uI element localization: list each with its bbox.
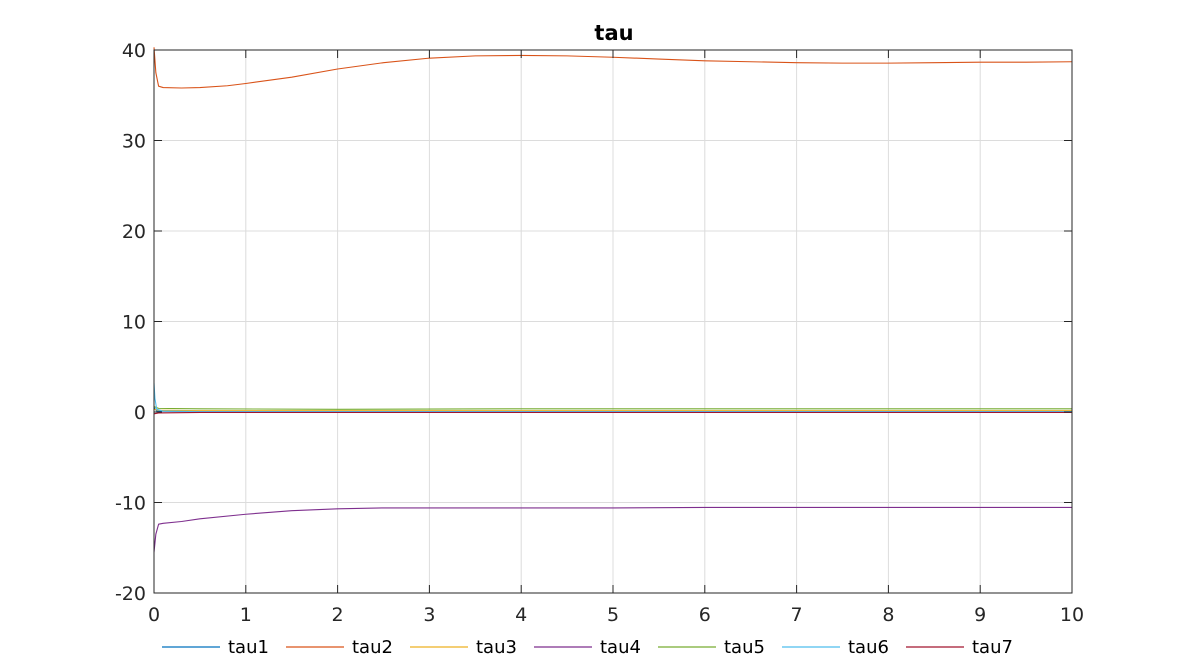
legend-item-tau5[interactable]: tau5 (658, 637, 765, 658)
series-lines (153, 47, 1073, 553)
legend-item-tau3[interactable]: tau3 (410, 637, 517, 658)
x-tick-label: 2 (332, 604, 344, 626)
legend-label: tau2 (352, 637, 393, 658)
y-tick-label: 40 (122, 40, 146, 62)
x-tick-label: 1 (240, 604, 252, 626)
legend-item-tau4[interactable]: tau4 (534, 637, 641, 658)
x-tick-label: 0 (148, 604, 160, 626)
y-axis-tick-labels: -20 -10 0 10 20 30 40 (115, 40, 146, 605)
y-tick-label: 20 (122, 221, 146, 243)
y-tick-label: 30 (122, 131, 146, 153)
x-tick-label: 8 (882, 604, 894, 626)
x-tick-label: 7 (791, 604, 803, 626)
legend-label: tau4 (600, 637, 641, 658)
y-tick-label: 0 (134, 402, 146, 424)
x-tick-label: 5 (607, 604, 619, 626)
legend-label: tau5 (724, 637, 765, 658)
series-line-tau7 (153, 411, 1072, 415)
x-axis-tick-labels: 0 1 2 3 4 5 6 7 8 9 10 (148, 604, 1084, 626)
legend-label: tau3 (476, 637, 517, 658)
x-tick-label: 3 (423, 604, 435, 626)
legend-item-tau1[interactable]: tau1 (162, 637, 269, 658)
legend-label: tau1 (228, 637, 269, 658)
y-tick-label: 10 (122, 312, 146, 334)
x-tick-label: 9 (974, 604, 986, 626)
x-tick-label: 6 (699, 604, 711, 626)
x-tick-label: 4 (515, 604, 527, 626)
chart-title: tau (594, 21, 633, 45)
series-line-tau4 (153, 506, 1072, 553)
series-line-tau2 (153, 47, 1073, 89)
axis-ticks (153, 49, 1073, 594)
x-tick-label: 10 (1060, 604, 1084, 626)
legend-item-tau2[interactable]: tau2 (286, 637, 393, 658)
series-line-tau6 (153, 383, 1072, 413)
y-tick-label: -20 (115, 583, 146, 605)
y-tick-label: -10 (115, 493, 146, 515)
legend-label: tau6 (848, 637, 889, 658)
legend-item-tau6[interactable]: tau6 (782, 637, 889, 658)
series-line-tau5 (153, 406, 1072, 410)
legend-item-tau7[interactable]: tau7 (906, 637, 1013, 658)
legend[interactable]: tau1 tau2 tau3 tau4 tau5 tau6 tau7 (162, 637, 1013, 658)
legend-label: tau7 (972, 637, 1013, 658)
